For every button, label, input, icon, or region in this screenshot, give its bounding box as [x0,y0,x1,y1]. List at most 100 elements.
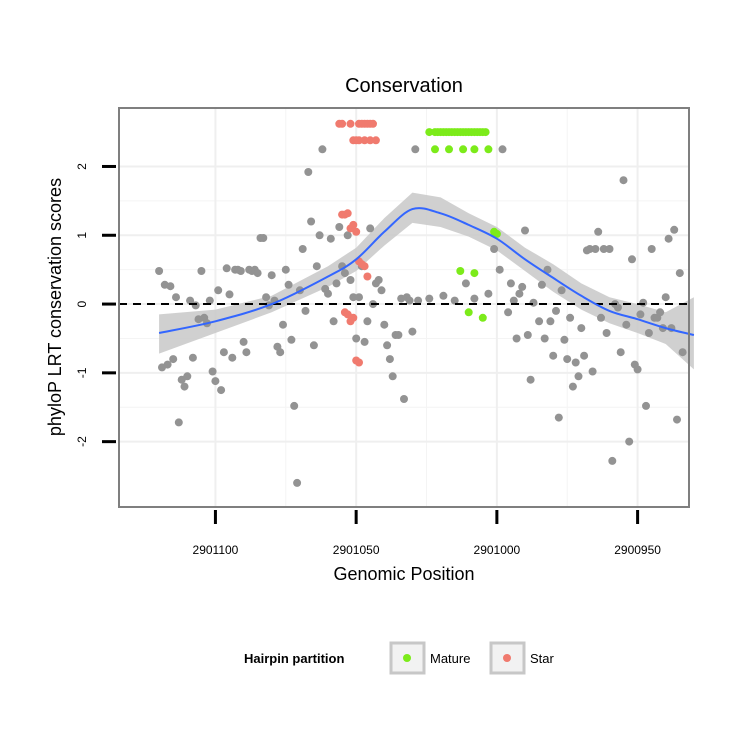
data-point-other [664,234,673,243]
data-point-other [186,296,195,305]
data-point-other [340,269,349,278]
data-point-other [363,317,372,326]
data-point-other [197,267,206,275]
data-point-other [602,329,611,337]
data-point-other [636,310,645,319]
data-point-other [639,298,648,307]
data-point-other [580,351,589,360]
data-point-star [349,220,358,229]
data-point-other [172,293,180,302]
data-point-other [560,335,569,344]
data-point-other [642,401,650,410]
data-point-other [239,337,248,346]
data-point-other [616,348,625,357]
data-point-other [425,294,434,303]
data-point-other [329,317,338,326]
data-point-other [594,227,603,236]
data-point-other [498,145,507,154]
data-point-other [526,375,535,384]
data-point-other [374,276,383,284]
data-point-other [169,355,178,364]
data-point-other [377,286,386,295]
chart-title: Conservation [345,75,463,97]
data-point-other [284,280,293,289]
data-point-other [388,372,397,381]
data-point-other [625,437,634,446]
data-point-other [211,377,220,386]
data-point-other [484,289,493,298]
data-point-other [535,317,544,326]
data-point-other [253,269,262,278]
data-point-other [332,279,341,288]
data-point-star [343,209,352,218]
data-point-other [537,280,546,289]
data-point-other [155,267,164,275]
data-point-other [383,341,392,350]
data-point-other [470,294,479,303]
data-point-other [217,386,226,395]
data-point-other [346,276,355,284]
data-point-other [414,296,423,305]
y-tick-label: 2 [75,163,89,170]
data-point-other [678,348,687,357]
data-point-star [349,313,358,322]
data-point-other [566,313,575,322]
data-point-other [599,245,608,253]
data-point-star [363,272,372,281]
data-point-other [324,289,332,298]
data-point-other [439,291,448,300]
data-point-other [523,331,532,339]
data-point-star [366,136,375,145]
data-point-star [355,358,363,367]
data-point-other [656,308,665,317]
data-points [155,119,687,487]
data-point-other [461,279,470,288]
data-point-other [504,308,513,317]
x-tick-label: 2900950 [614,543,661,557]
data-point-other [343,231,352,240]
data-point-other [326,234,335,243]
data-point-other [661,293,670,302]
data-point-mature [464,308,473,317]
data-point-other [214,286,223,295]
data-point-mature [470,145,479,154]
data-point-other [349,293,358,302]
data-point-other [644,329,653,337]
data-point-other [619,176,628,185]
data-point-other [166,282,175,291]
data-point-other [222,264,231,273]
x-axis-ticks: 2901100 2901050 2901000 2900950 [193,510,661,557]
data-point-other [608,456,617,465]
data-point-other [543,265,552,274]
data-point-other [318,145,327,154]
x-axis-title: Genomic Position [333,564,474,584]
data-point-other [267,271,276,280]
data-point-other [188,353,197,362]
data-point-other [191,301,200,310]
data-point-other [670,225,679,234]
data-point-other [180,382,189,391]
data-point-other [380,320,389,329]
data-point-other [301,306,310,315]
data-point-other [490,245,499,253]
data-point-other [605,245,614,253]
x-tick-label: 2901050 [333,543,380,557]
data-point-other [242,348,251,357]
data-point-other [557,286,566,295]
data-point-other [540,334,549,343]
x-tick-label: 2901000 [474,543,521,557]
data-point-other [279,320,287,329]
data-point-other [309,341,318,350]
data-point-other [287,335,296,344]
data-point-other [293,478,302,487]
data-point-other [335,223,344,231]
data-point-other [647,245,656,253]
data-point-other [554,413,563,422]
data-point-star [360,136,369,145]
data-point-other [546,317,555,326]
data-point-other [512,334,521,343]
data-point-other [509,296,518,305]
data-point-star [360,262,369,271]
data-point-other [208,367,217,376]
